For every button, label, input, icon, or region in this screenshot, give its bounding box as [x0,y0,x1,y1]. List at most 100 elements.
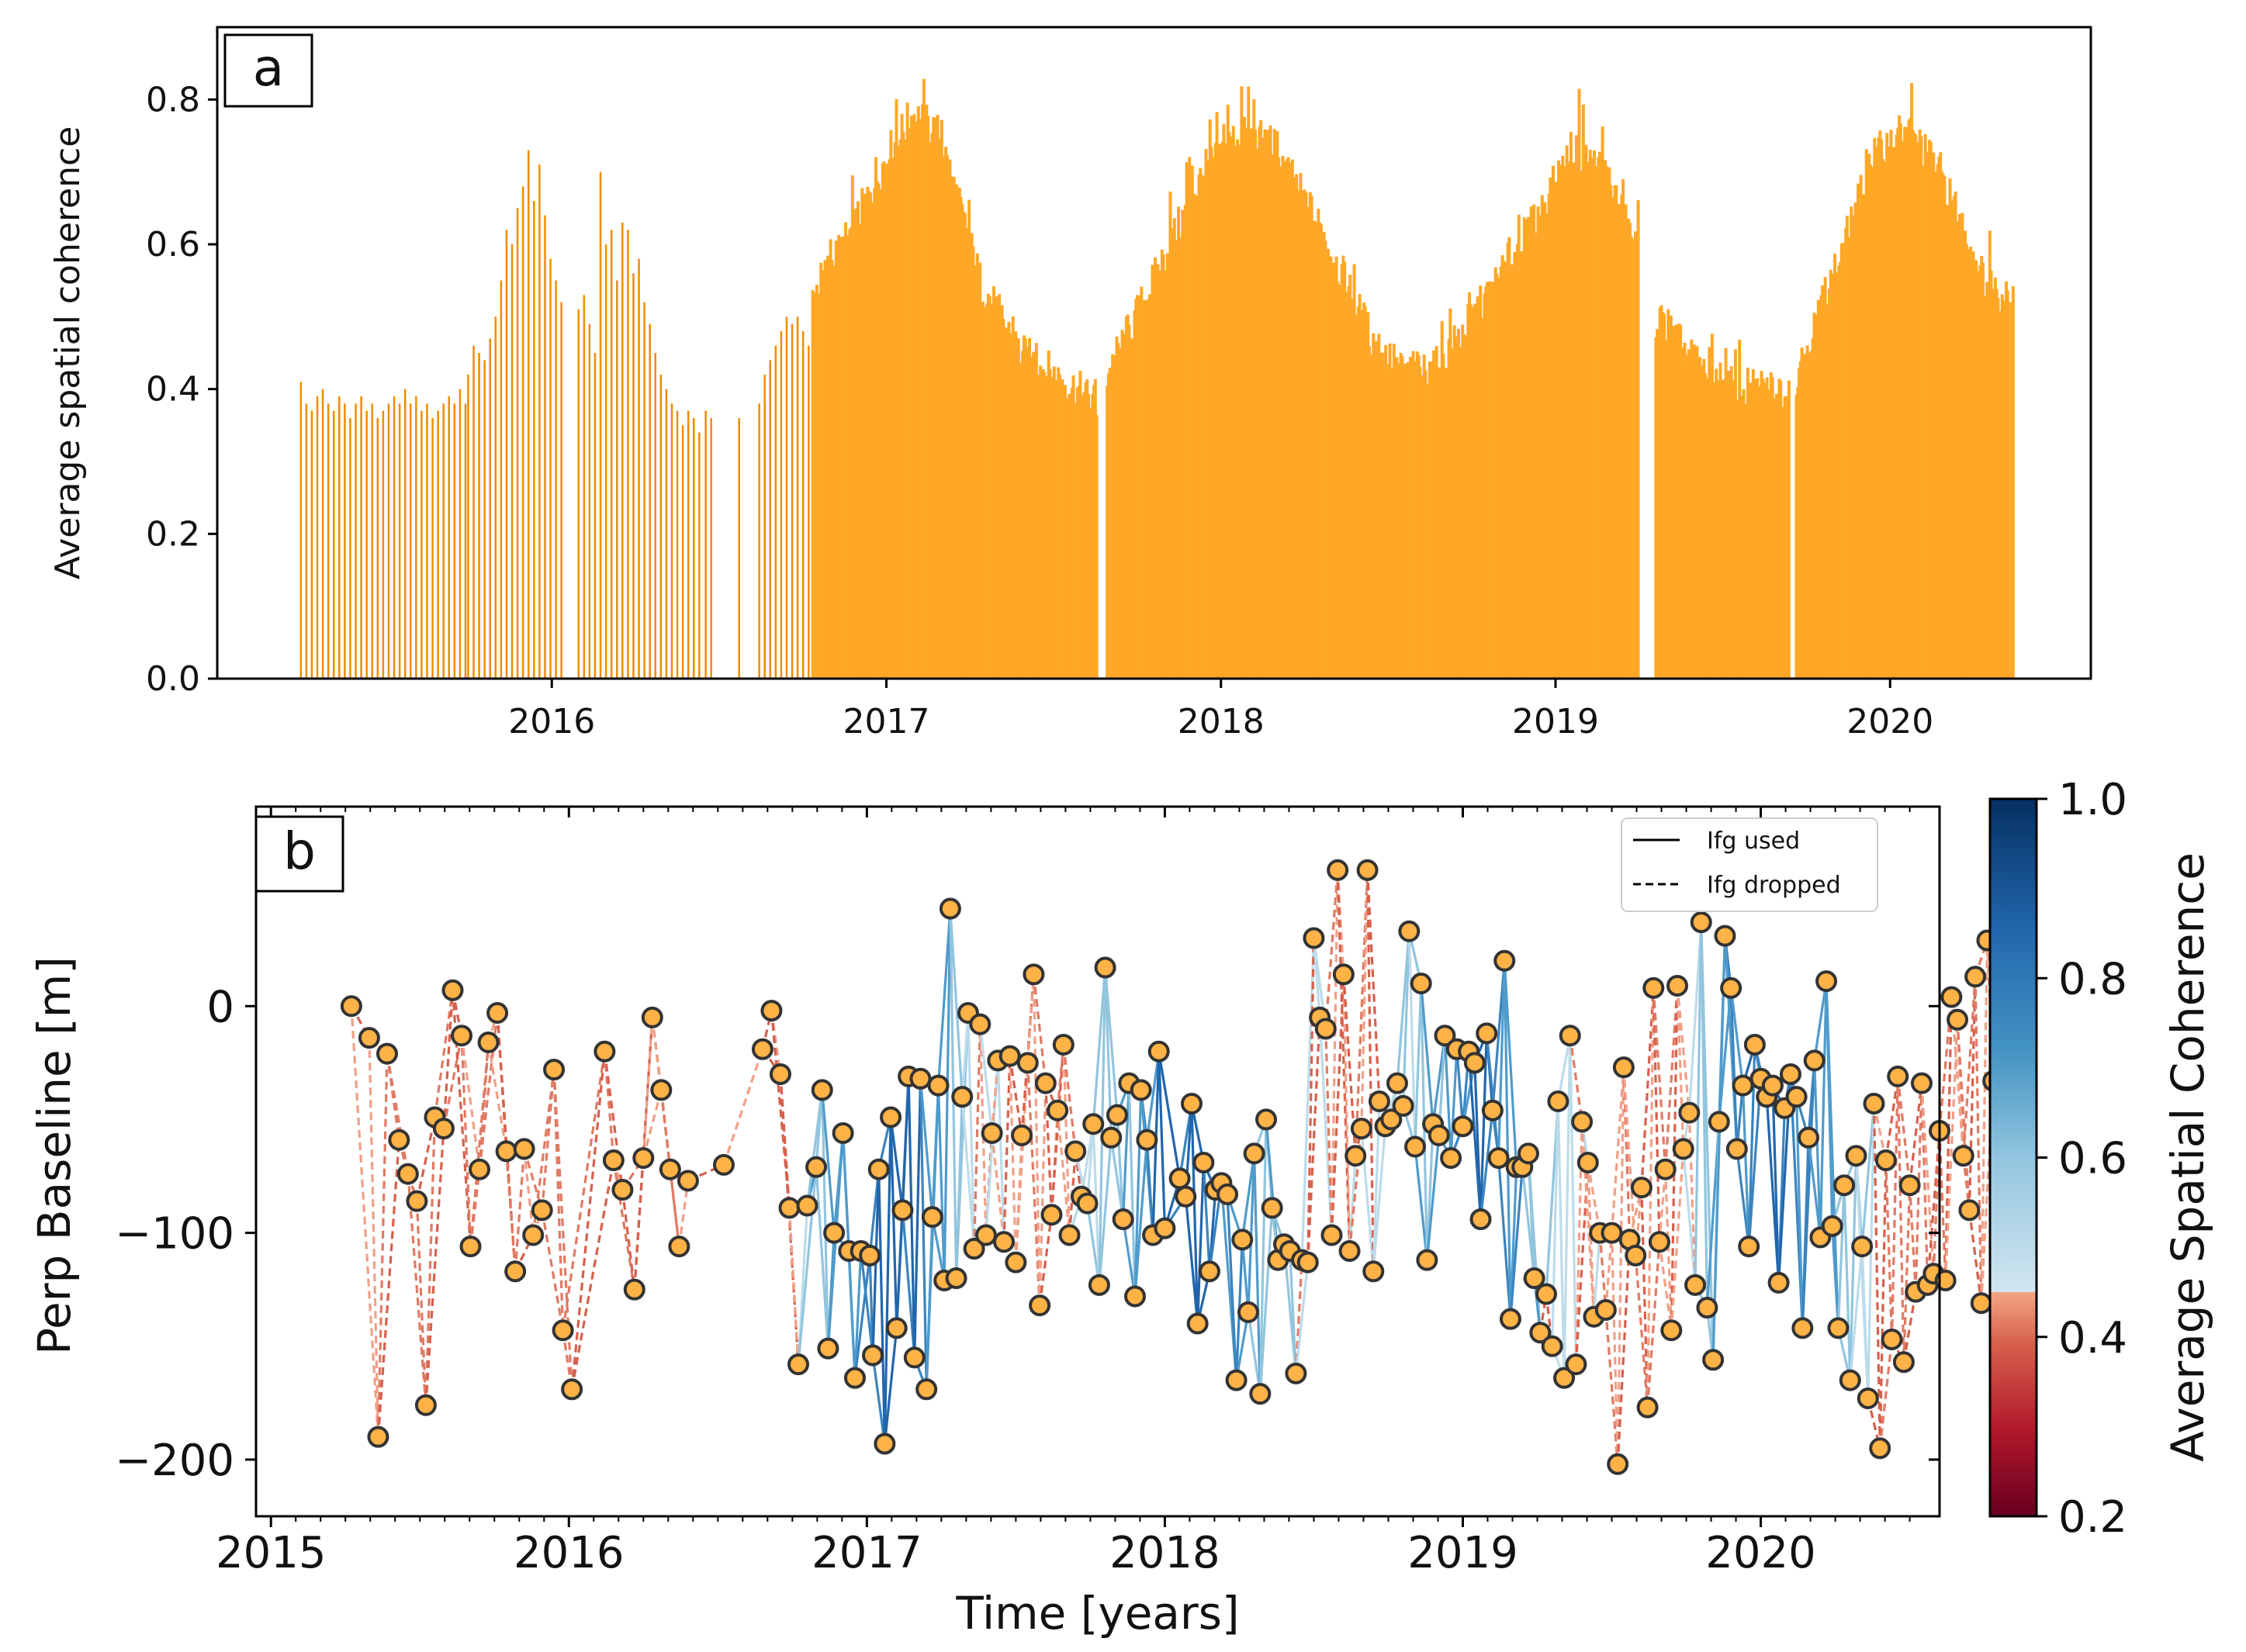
interferogram-link [478,1042,490,1170]
acquisition-point [659,1158,681,1180]
acquisition-point [1249,1383,1272,1405]
acquisition-point [1964,966,1987,988]
acquisition-point [1082,1113,1105,1135]
interferogram-link [1860,1246,1870,1399]
acquisition-point [862,1344,884,1367]
interferogram-link [1258,1208,1274,1395]
x-tick-label: 2017 [812,1528,922,1578]
acquisition-point [1636,1396,1659,1419]
acquisition-point [1255,1108,1277,1131]
acquisition-point [623,1278,645,1301]
acquisition-point [668,1236,690,1258]
acquisition-point [552,1319,574,1342]
acquisition-point [909,1067,932,1090]
interferogram-link [376,1139,400,1437]
acquisition-point [915,1378,938,1401]
y-tick-label: 0.2 [146,514,200,554]
interferogram-link [1009,1056,1023,1136]
interferogram-link [460,1035,481,1170]
acquisition-point [1147,1040,1170,1063]
x-tick-label: 2015 [216,1528,327,1578]
panel-b-y-axis: −200 −100 0 [115,982,1940,1486]
acquisition-point [1535,1283,1558,1305]
interferogram-link [967,1012,976,1249]
interferogram-link [1190,1103,1199,1324]
interferogram-link [1133,1139,1148,1297]
acquisition-point [388,1128,410,1151]
acquisition-point [1547,1090,1569,1113]
acquisition-point [1327,859,1349,881]
panel-a-y-axis: 0.0 0.2 0.4 0.6 0.8 [146,80,217,699]
interferogram-link [1664,985,1679,1170]
acquisition-point [1136,1128,1158,1151]
acquisition-point [1947,1008,1969,1031]
acquisition-point [963,1238,985,1260]
interferogram-link [1676,985,1691,1113]
interferogram-link [949,908,964,1097]
interferogram-link [1836,1185,1846,1329]
interferogram-link [913,1078,922,1358]
interferogram-link [1122,1218,1137,1297]
interferogram-link [1145,1051,1161,1140]
interferogram-link [1670,1149,1685,1331]
interferogram-link [1831,1225,1840,1329]
interferogram-link [570,1160,615,1390]
interferogram-link [1872,1103,1881,1449]
interferogram-link [386,1053,410,1174]
interferogram-link [1902,1185,1912,1363]
interferogram-link [350,1006,380,1437]
interferogram-link [1646,1242,1661,1408]
colorbar-tick-label: 0.2 [2058,1492,2127,1543]
interferogram-link [1956,1019,1971,1211]
acquisition-point [1559,1025,1581,1047]
interferogram-link [669,1169,680,1247]
panel-a-bar-series [299,78,2015,679]
interferogram-link [1425,1135,1441,1260]
panel-b-frame [254,805,1941,1518]
interferogram-link [642,1017,654,1159]
legend-dropped-label: Ifg dropped [1707,872,1841,899]
interferogram-link [1104,967,1119,1115]
interferogram-link [1729,987,1739,1149]
interferogram-link [832,1132,845,1233]
acquisition-point [1231,1229,1254,1251]
colorbar-tick-label: 0.8 [2058,954,2127,1004]
acquisition-point [1798,1126,1820,1149]
acquisition-point [1869,1437,1891,1460]
interferogram-link [973,1024,981,1249]
interferogram-link [1241,1153,1256,1240]
interferogram-link [1002,1056,1012,1242]
y-tick-label: −200 [115,1436,234,1486]
acquisition-point [1440,1147,1462,1170]
interferogram-link [1226,1194,1238,1381]
acquisition-point [903,1346,926,1369]
interferogram-link [1563,1035,1572,1378]
interferogram-link [815,1166,830,1349]
panel-b-y-axis-label: Perp Baseline [m] [28,956,81,1355]
acquisition-point [1029,1294,1051,1317]
interferogram-link [1920,1083,1935,1274]
interferogram-link [1962,1156,1971,1211]
acquisition-point [1199,1260,1221,1283]
acquisition-point [1112,1208,1134,1231]
interferogram-link [1610,1067,1625,1233]
interferogram-link [541,1210,565,1331]
acquisition-point [787,1353,810,1376]
acquisition-point [1720,976,1742,999]
acquisition-point [1642,976,1665,999]
interferogram-link [1258,1119,1268,1395]
interferogram-link [1497,1157,1512,1319]
x-tick-label: 2019 [1512,702,1599,741]
interferogram-link [1634,1255,1649,1408]
acquisition-point [1332,963,1355,986]
acquisition-point [1851,1236,1874,1258]
interferogram-link [1032,974,1041,1306]
panel-b-legend: Ifg used Ifg dropped [1621,817,1878,912]
acquisition-point [1958,1199,1981,1222]
acquisition-point [1243,1142,1265,1165]
acquisition-point [1625,1244,1647,1267]
acquisition-point [1678,1101,1701,1124]
acquisition-point [1767,1271,1790,1294]
acquisition-point [1261,1197,1283,1219]
interferogram-link [1849,1156,1858,1381]
